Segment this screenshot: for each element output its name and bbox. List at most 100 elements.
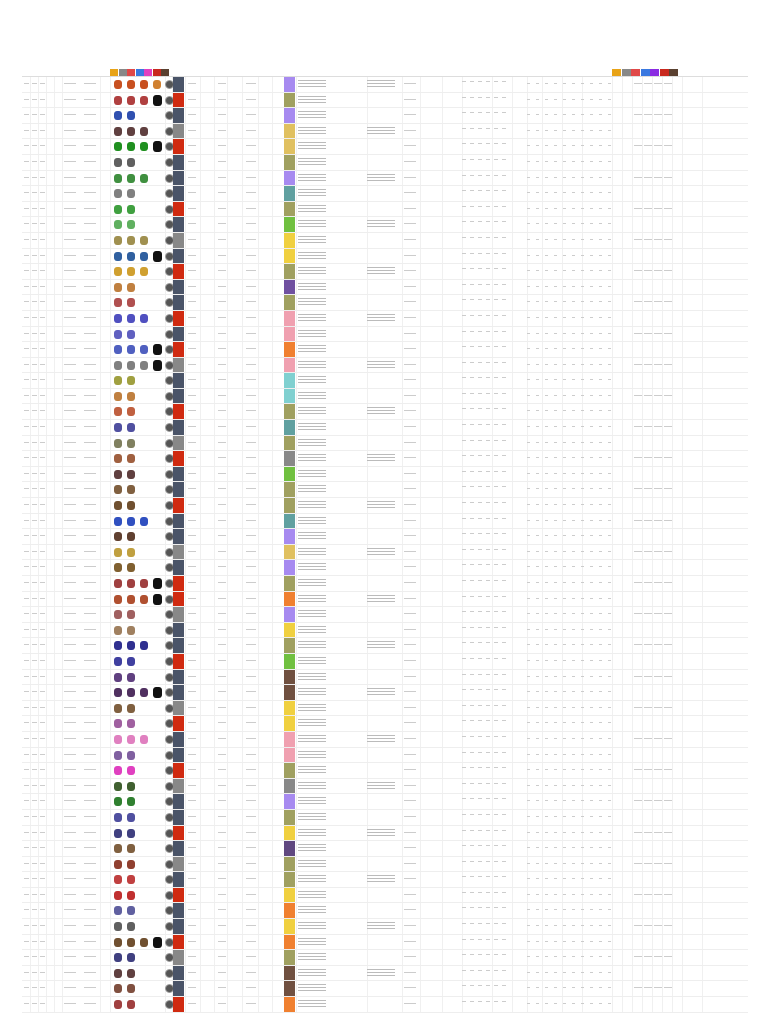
column-divider <box>38 622 39 638</box>
column-divider <box>492 482 493 498</box>
type-cell <box>173 388 184 404</box>
column-divider <box>420 965 421 981</box>
description-text <box>298 391 326 393</box>
stat-value <box>470 829 474 831</box>
column-divider <box>185 435 186 451</box>
cell-size <box>218 176 226 178</box>
column-divider <box>542 887 543 903</box>
cell-dash <box>536 207 539 209</box>
stat-value <box>462 751 466 753</box>
cell-size <box>218 1003 226 1005</box>
stat-value <box>486 346 490 348</box>
column-divider <box>642 997 643 1012</box>
column-divider <box>185 201 186 217</box>
cell-dash <box>554 769 557 771</box>
column-divider <box>682 248 683 264</box>
column-divider <box>38 856 39 872</box>
sprite-icon <box>127 282 135 292</box>
column-divider <box>582 763 583 778</box>
column-divider <box>46 404 47 420</box>
stat-value <box>494 205 498 207</box>
stat-value <box>462 580 466 581</box>
column-divider <box>30 357 31 373</box>
type-cell <box>173 669 184 685</box>
cell-dash <box>536 613 539 615</box>
cell-dash <box>545 644 548 646</box>
column-divider <box>272 217 273 232</box>
column-divider <box>542 201 543 217</box>
sprite-icon <box>114 688 122 698</box>
description-text <box>298 547 326 549</box>
column-divider <box>702 123 703 139</box>
column-divider <box>652 357 653 373</box>
category-cell <box>284 342 295 357</box>
column-divider <box>562 731 563 747</box>
type-cell <box>173 342 184 357</box>
stat-value <box>470 985 474 987</box>
column-divider <box>54 217 55 232</box>
category-cell <box>284 560 295 575</box>
column-divider <box>582 451 583 466</box>
table-row <box>22 186 748 202</box>
column-divider <box>258 887 259 903</box>
cell-class <box>188 893 196 895</box>
column-divider <box>214 435 215 451</box>
cell-number <box>32 519 37 521</box>
column-divider <box>662 763 663 778</box>
stat-value <box>462 923 466 925</box>
stat-value <box>470 486 474 488</box>
cell-dash <box>527 582 530 583</box>
stat-value <box>470 923 474 925</box>
cell-dash <box>536 925 539 927</box>
column-divider <box>54 108 55 123</box>
location-text <box>664 457 672 459</box>
column-divider <box>296 965 297 981</box>
cell-number <box>24 535 29 537</box>
column-divider <box>100 997 101 1012</box>
column-divider <box>185 778 186 794</box>
cell-name <box>64 348 76 350</box>
table-row <box>22 373 748 389</box>
cell-dash <box>536 519 539 521</box>
column-divider <box>296 685 297 700</box>
column-divider <box>420 794 421 809</box>
column-divider <box>512 466 513 482</box>
category-cell <box>284 700 295 716</box>
column-divider <box>492 357 493 373</box>
column-divider <box>242 139 243 154</box>
column-divider <box>30 560 31 575</box>
column-divider <box>612 825 613 841</box>
cell-weight <box>246 504 256 506</box>
column-divider <box>442 669 443 685</box>
description-text <box>298 766 326 768</box>
column-divider <box>492 685 493 700</box>
column-divider <box>258 466 259 482</box>
cell-class <box>188 441 196 443</box>
cell-size <box>218 956 226 958</box>
location-text <box>644 426 652 428</box>
column-divider <box>110 919 111 934</box>
column-divider <box>242 747 243 763</box>
description-text <box>298 610 326 612</box>
cell-size <box>218 332 226 334</box>
column-divider <box>272 919 273 934</box>
column-divider <box>442 887 443 903</box>
column-divider <box>227 435 228 451</box>
cell-dash <box>563 909 566 911</box>
column-divider <box>662 576 663 591</box>
cell-name <box>64 566 76 568</box>
column-divider <box>442 388 443 404</box>
sprite-icon <box>140 579 148 588</box>
sprite-icon <box>127 953 135 963</box>
column-divider <box>200 747 201 763</box>
table-row <box>22 841 748 857</box>
column-divider <box>582 809 583 825</box>
cell-size <box>218 285 226 287</box>
column-divider <box>682 716 683 731</box>
category-cell <box>284 154 295 170</box>
cell-dash <box>581 878 584 880</box>
column-divider <box>642 373 643 388</box>
cell-number <box>24 909 29 911</box>
column-divider <box>62 607 63 622</box>
column-divider <box>672 388 673 404</box>
